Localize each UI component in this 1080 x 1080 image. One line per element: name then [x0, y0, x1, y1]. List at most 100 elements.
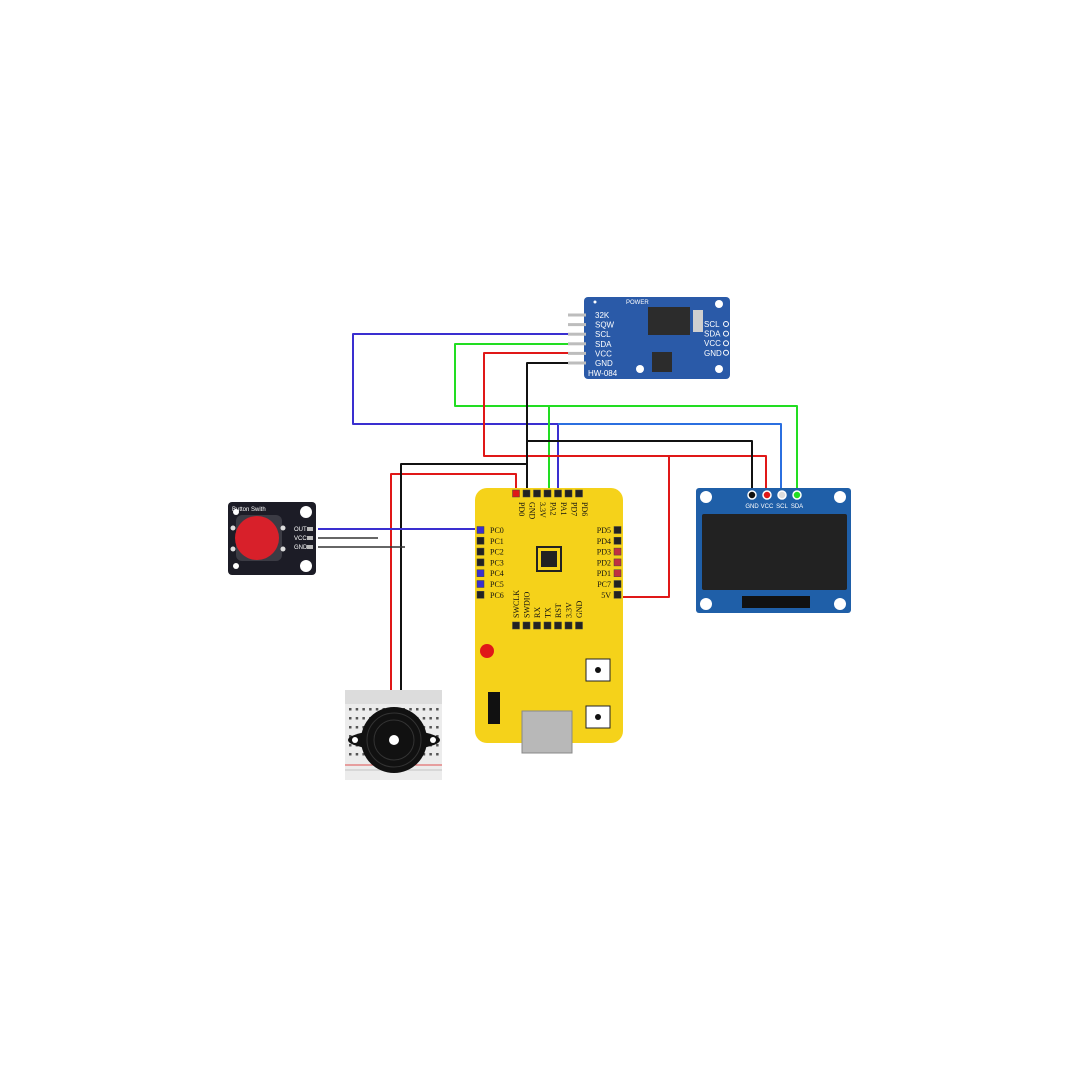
rtc-right-holes — [723, 321, 729, 356]
breadboard-hole — [429, 717, 432, 720]
mcu-right-pin[interactable] — [613, 569, 622, 577]
rtc-header-pin[interactable] — [568, 332, 586, 336]
mcu-left-pin[interactable] — [476, 547, 485, 556]
rtc-right-hole[interactable] — [723, 330, 729, 337]
rtc-eeprom-chip — [652, 352, 672, 372]
mcu-top-pin[interactable] — [512, 489, 520, 498]
mcu-top-pin-label: PD6 — [580, 502, 589, 516]
mcu-left-pin-label: PC2 — [490, 548, 504, 557]
mcu-bottom-pin[interactable] — [554, 621, 562, 630]
mcu-left-pin-label: PC0 — [490, 526, 504, 535]
oled-pin-label: SDA — [791, 504, 803, 510]
mcu-right-pin-label: PC7 — [597, 580, 611, 589]
breadboard-hole — [429, 726, 432, 729]
button-pin[interactable] — [307, 536, 313, 540]
mcu-bottom-pin[interactable] — [543, 621, 552, 630]
wire-black-buzzer — [400, 463, 527, 705]
rtc-model-label: HW-084 — [588, 369, 618, 378]
breadboard-hole — [349, 726, 352, 729]
oled-pin[interactable] — [747, 490, 757, 500]
breadboard-hole — [436, 735, 439, 738]
mcu-top-pin[interactable] — [543, 489, 552, 498]
mcu-right-pin-label: 5V — [601, 591, 611, 600]
mcu-left-pin[interactable] — [476, 537, 485, 545]
rtc-right-hole[interactable] — [723, 349, 729, 356]
breadboard-hole — [349, 735, 352, 738]
mcu-bottom-pin-label: SWDIO — [523, 592, 532, 618]
mcu-top-pin-label: PA1 — [559, 502, 568, 516]
rtc-header-pin[interactable] — [568, 351, 586, 355]
rtc-right-hole[interactable] — [723, 340, 729, 347]
mcu-top-pin[interactable] — [564, 489, 573, 498]
button-pin-label: OUT — [294, 527, 307, 533]
oled-pin-label: GND — [745, 504, 759, 510]
oled-pin[interactable] — [792, 490, 802, 500]
button-cap[interactable] — [235, 516, 279, 560]
rtc-header-pin[interactable] — [568, 323, 586, 327]
mcu-right-pin[interactable] — [613, 547, 622, 556]
mcu-right-pin[interactable] — [613, 526, 622, 534]
oled-pin[interactable] — [777, 490, 787, 500]
mcu-bottom-pin-label: TX — [544, 607, 553, 618]
mcu-bottom-pin[interactable] — [575, 621, 583, 630]
mcu-right-pin[interactable] — [613, 558, 622, 567]
wire-black-rtc-gnd — [526, 362, 575, 494]
rtc-header-pins — [568, 313, 586, 365]
wire-blue-rtc — [352, 333, 575, 494]
rtc-pin-label: SCL — [595, 330, 611, 339]
rtc-chip — [648, 307, 690, 335]
breadboard-hole — [422, 753, 426, 756]
mcu-led — [480, 644, 494, 658]
mcu-left-pin[interactable] — [476, 569, 485, 577]
mcu-top-pin[interactable] — [554, 489, 562, 498]
mcu-top-pin[interactable] — [575, 489, 583, 498]
button-title: Button Swith — [232, 507, 266, 513]
mcu-bottom-pin[interactable] — [533, 621, 541, 630]
breadboard-hole — [422, 708, 426, 711]
oled-pin[interactable] — [762, 490, 772, 500]
oled-ribbon — [742, 596, 810, 608]
mcu-left-pin[interactable] — [476, 580, 485, 588]
mcu-right-pin[interactable] — [613, 537, 622, 545]
mcu-top-pin[interactable] — [533, 489, 541, 498]
mcu-right-pin[interactable] — [613, 580, 622, 588]
breadboard-hole — [349, 753, 352, 756]
mcu-top-pin[interactable] — [522, 489, 531, 498]
mcu-top-pin-label: 3.3V — [538, 502, 547, 518]
mcu-left-pin[interactable] — [476, 526, 485, 534]
mcu-header-black — [488, 692, 500, 724]
mcu-right-pin-label: PD3 — [597, 548, 611, 557]
breadboard-hole — [436, 717, 439, 720]
mcu-bottom-pin[interactable] — [512, 621, 520, 630]
mcu-bottom-pin[interactable] — [522, 621, 531, 630]
mcu-right-pin[interactable] — [613, 591, 622, 599]
rtc-right-hole[interactable] — [723, 321, 729, 327]
mcu-right-pin-label: PD4 — [597, 537, 611, 546]
mcu-top-pin-label: PD7 — [570, 502, 579, 516]
rtc-header-pin[interactable] — [568, 361, 586, 365]
rtc-pin-label: 32K — [595, 311, 610, 320]
button-pin[interactable] — [307, 545, 313, 549]
mcu-bottom-pin-label: SWCLK — [512, 590, 521, 618]
mcu-bottom-pin[interactable] — [564, 621, 573, 630]
button-module[interactable]: Button Swith OUT VCC GND — [228, 502, 316, 575]
rtc-crystal — [693, 310, 703, 332]
breadboard-hole — [355, 726, 359, 729]
mcu-left-pin[interactable] — [476, 591, 485, 599]
mcu-board: PD0 GND 3.3V PA2 PA1 PD7 PD6PC0PC1PC2PC3PC4PC5… — [475, 488, 623, 754]
breadboard-hole — [362, 708, 365, 711]
mcu-left-pin-label: PC4 — [490, 569, 504, 578]
rtc-header-pin[interactable] — [568, 313, 586, 317]
breadboard-hole — [355, 708, 359, 711]
breadboard-hole — [436, 744, 439, 747]
rtc-header-pin[interactable] — [568, 342, 586, 346]
rtc-pin-label-right: GND — [704, 349, 722, 358]
mcu-bottom-pin-label: GND — [575, 600, 584, 618]
button-pin[interactable] — [307, 527, 313, 531]
button-pins: OUT VCC GND — [294, 527, 313, 551]
breadboard-hole — [349, 744, 352, 747]
rtc-pin-label-right: SCL — [704, 320, 720, 329]
mcu-left-pin[interactable] — [476, 558, 485, 567]
